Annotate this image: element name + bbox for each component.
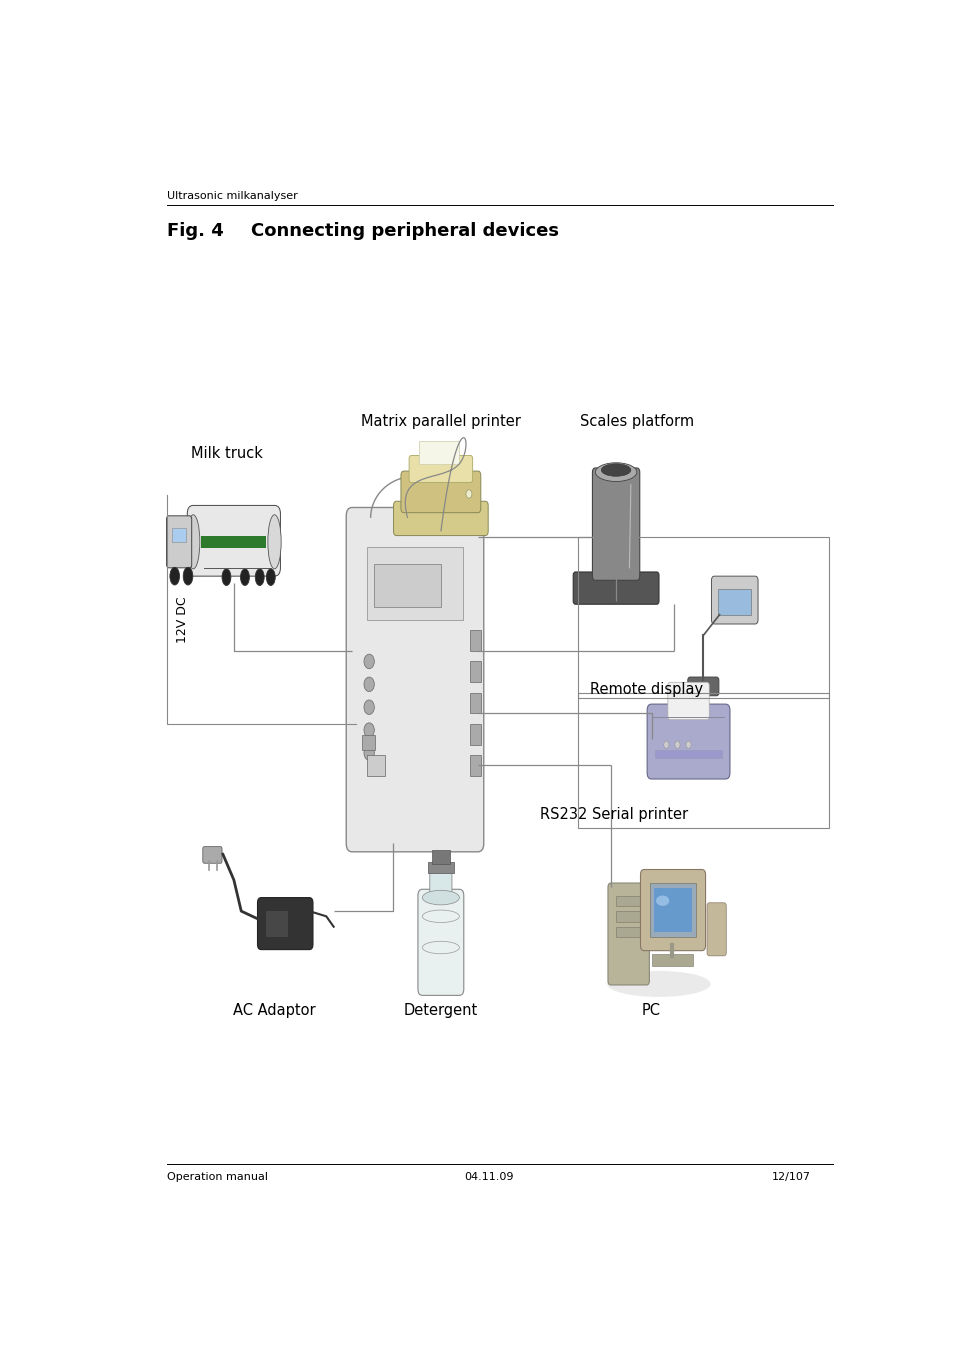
FancyBboxPatch shape bbox=[646, 704, 729, 780]
Ellipse shape bbox=[364, 746, 374, 761]
Bar bbox=[655, 750, 721, 758]
Ellipse shape bbox=[183, 567, 193, 585]
Text: 04.11.09: 04.11.09 bbox=[464, 1173, 513, 1182]
FancyBboxPatch shape bbox=[409, 455, 472, 482]
FancyBboxPatch shape bbox=[429, 866, 452, 901]
Text: 12V DC: 12V DC bbox=[175, 597, 189, 643]
Ellipse shape bbox=[422, 890, 459, 905]
Ellipse shape bbox=[674, 742, 679, 748]
Ellipse shape bbox=[255, 569, 264, 585]
Bar bbox=[361, 735, 375, 750]
FancyBboxPatch shape bbox=[417, 889, 463, 996]
Ellipse shape bbox=[663, 742, 668, 748]
Text: Fig. 4: Fig. 4 bbox=[167, 223, 224, 240]
Bar bbox=[577, 536, 828, 698]
Ellipse shape bbox=[266, 569, 275, 585]
Text: 12/107: 12/107 bbox=[771, 1173, 810, 1182]
Text: Operation manual: Operation manual bbox=[167, 1173, 268, 1182]
Ellipse shape bbox=[465, 490, 472, 499]
Ellipse shape bbox=[600, 463, 630, 477]
Bar bbox=[718, 589, 750, 615]
Bar bbox=[265, 911, 288, 938]
FancyBboxPatch shape bbox=[394, 501, 488, 535]
Bar bbox=[418, 440, 459, 463]
Bar bbox=[470, 693, 480, 713]
FancyBboxPatch shape bbox=[187, 505, 280, 576]
Bar bbox=[367, 547, 462, 620]
Text: AC Adaptor: AC Adaptor bbox=[233, 1002, 315, 1017]
Bar bbox=[470, 630, 480, 651]
Text: RS232 Serial printer: RS232 Serial printer bbox=[539, 807, 688, 823]
Bar bbox=[172, 528, 186, 542]
Bar bbox=[427, 862, 454, 873]
FancyBboxPatch shape bbox=[687, 677, 719, 696]
Text: Scales platform: Scales platform bbox=[579, 415, 693, 430]
Bar bbox=[470, 755, 480, 775]
FancyBboxPatch shape bbox=[711, 576, 758, 624]
FancyBboxPatch shape bbox=[592, 467, 639, 581]
Ellipse shape bbox=[656, 896, 669, 907]
Bar bbox=[653, 888, 692, 932]
FancyBboxPatch shape bbox=[346, 508, 483, 852]
FancyBboxPatch shape bbox=[639, 870, 705, 951]
Bar bbox=[201, 535, 266, 549]
FancyBboxPatch shape bbox=[573, 571, 659, 604]
Ellipse shape bbox=[268, 515, 281, 569]
Ellipse shape bbox=[606, 971, 710, 997]
Ellipse shape bbox=[364, 677, 374, 692]
Bar bbox=[367, 755, 385, 775]
Ellipse shape bbox=[187, 515, 199, 569]
Text: Matrix parallel printer: Matrix parallel printer bbox=[360, 415, 520, 430]
Ellipse shape bbox=[685, 742, 690, 748]
FancyBboxPatch shape bbox=[607, 884, 649, 985]
Ellipse shape bbox=[222, 569, 231, 585]
Bar bbox=[616, 896, 640, 907]
Text: Remote display: Remote display bbox=[590, 682, 702, 697]
Text: Ultrasonic milkanalyser: Ultrasonic milkanalyser bbox=[167, 190, 297, 200]
Text: Milk truck: Milk truck bbox=[191, 446, 262, 461]
Ellipse shape bbox=[170, 567, 179, 585]
Bar bbox=[616, 911, 640, 921]
Text: Detergent: Detergent bbox=[403, 1002, 477, 1017]
Bar bbox=[577, 693, 828, 828]
Bar bbox=[470, 662, 480, 682]
Text: PC: PC bbox=[641, 1002, 660, 1017]
Bar bbox=[374, 563, 440, 608]
Text: Connecting peripheral devices: Connecting peripheral devices bbox=[251, 223, 558, 240]
FancyBboxPatch shape bbox=[706, 902, 725, 957]
FancyBboxPatch shape bbox=[667, 682, 708, 720]
Ellipse shape bbox=[240, 569, 249, 585]
Ellipse shape bbox=[364, 654, 374, 669]
Bar bbox=[432, 850, 449, 865]
FancyBboxPatch shape bbox=[203, 847, 222, 863]
Bar bbox=[470, 724, 480, 744]
FancyBboxPatch shape bbox=[400, 471, 480, 512]
FancyBboxPatch shape bbox=[257, 897, 313, 950]
Bar bbox=[616, 927, 640, 938]
Ellipse shape bbox=[595, 463, 637, 481]
Bar bbox=[649, 884, 695, 938]
FancyBboxPatch shape bbox=[167, 516, 192, 567]
Bar bbox=[651, 954, 692, 966]
Ellipse shape bbox=[364, 700, 374, 715]
Ellipse shape bbox=[364, 723, 374, 738]
